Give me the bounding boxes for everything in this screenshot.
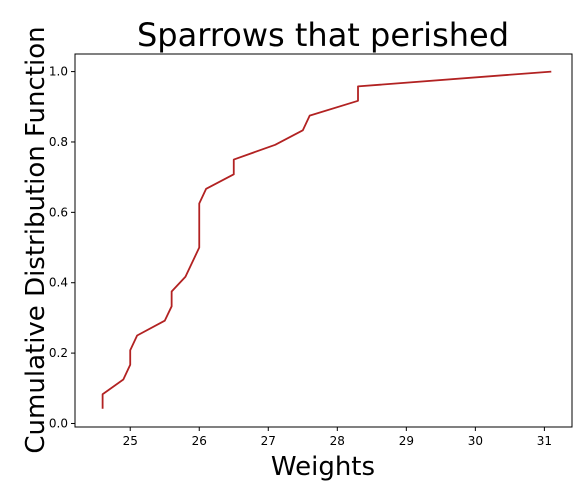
plot-area — [74, 53, 573, 428]
x-tick-label: 31 — [537, 434, 552, 448]
x-axis-label: Weights — [271, 452, 375, 482]
x-tick-label: 28 — [330, 434, 345, 448]
y-axis-label: Cumulative Distribution Function — [21, 26, 51, 453]
x-tick-label: 30 — [468, 434, 483, 448]
y-axis-ticks: 0.0 0.2 0.4 0.6 0.8 1.0 — [49, 65, 75, 430]
chart-title: Sparrows that perished — [137, 16, 509, 54]
y-tick-label: 0.2 — [49, 346, 68, 360]
y-tick-label: 0.4 — [49, 276, 68, 290]
y-tick-label: 1.0 — [49, 65, 68, 79]
x-tick-label: 25 — [123, 434, 138, 448]
y-tick-label: 0.8 — [49, 135, 68, 149]
axes-frame — [74, 53, 573, 428]
y-tick-label: 0.0 — [49, 416, 68, 430]
x-tick-label: 29 — [399, 434, 414, 448]
cdf-series-line-0 — [101, 70, 552, 409]
y-tick-label: 0.6 — [49, 205, 68, 219]
x-axis-ticks: 25 26 27 28 29 30 31 — [123, 427, 552, 448]
x-tick-label: 26 — [192, 434, 207, 448]
x-tick-label: 27 — [261, 434, 276, 448]
